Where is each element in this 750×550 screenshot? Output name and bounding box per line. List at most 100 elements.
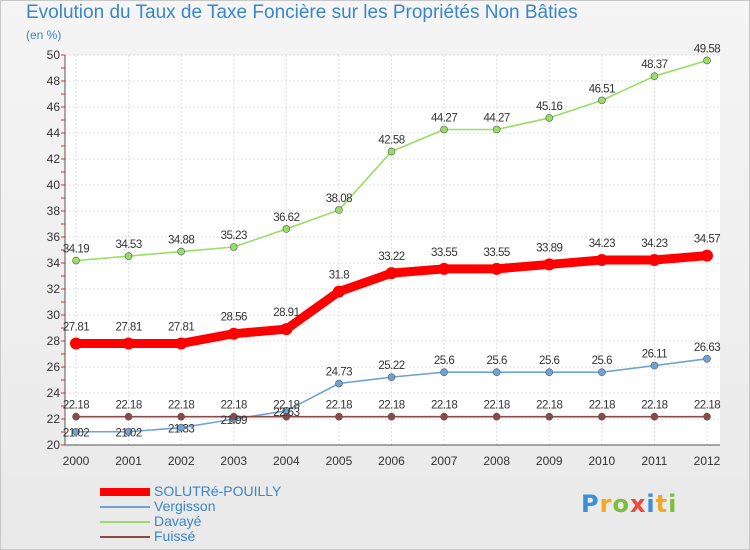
proxiti-logo: Proxiti [581, 490, 677, 518]
data-label: 28.56 [221, 312, 247, 324]
y-tick-label: 32 [47, 282, 61, 296]
y-tick-label: 26 [47, 360, 61, 374]
data-point [385, 267, 398, 280]
y-tick-label: 24 [47, 386, 61, 400]
data-label: 44.27 [431, 112, 457, 124]
data-point [229, 243, 238, 251]
data-label: 22.18 [484, 400, 510, 412]
data-label: 22.18 [378, 400, 404, 412]
data-label: 21.99 [221, 415, 247, 427]
data-point [124, 412, 133, 421]
x-tick-label: 2001 [115, 454, 142, 468]
data-label: 44.27 [484, 112, 510, 124]
y-tick-label: 30 [47, 308, 61, 322]
data-label: 22.18 [431, 400, 457, 412]
data-point [229, 412, 238, 421]
data-point [280, 323, 293, 336]
data-point [545, 412, 554, 421]
data-label: 21.33 [168, 424, 194, 436]
data-point [122, 337, 135, 350]
data-point [177, 247, 185, 256]
data-label: 38.08 [326, 193, 352, 205]
logo-letter: x [629, 490, 647, 518]
data-label: 25.6 [434, 355, 454, 367]
data-point [387, 412, 396, 421]
data-point [648, 254, 661, 267]
data-label: 25.6 [539, 355, 559, 367]
data-point [595, 254, 608, 267]
data-label: 22.18 [273, 400, 299, 412]
legend-swatch [100, 488, 150, 496]
data-label: 36.62 [273, 212, 299, 224]
data-label: 45.16 [536, 101, 562, 113]
logo-letter: P [581, 490, 600, 518]
data-point [598, 412, 606, 421]
y-tick-label: 28 [47, 334, 61, 348]
data-point [387, 373, 396, 381]
data-label: 22.18 [641, 400, 667, 412]
data-point [438, 262, 451, 275]
y-tick-label: 42 [47, 152, 61, 166]
data-label: 48.37 [641, 59, 667, 71]
data-point [440, 125, 448, 134]
data-point [335, 206, 343, 214]
data-point [335, 379, 343, 388]
legend-label: Vergisson [154, 498, 216, 514]
data-point [650, 72, 659, 80]
legend-swatch [100, 506, 150, 508]
legend-label: Davayé [154, 513, 202, 529]
data-point [703, 355, 711, 363]
data-point [545, 368, 554, 377]
data-point [124, 427, 133, 436]
y-tick-label: 22 [47, 412, 61, 426]
x-tick-label: 2005 [326, 454, 353, 468]
data-point [543, 258, 556, 271]
data-label: 34.19 [63, 244, 89, 256]
data-label: 22.63 [273, 407, 299, 419]
unit-label: (en %) [26, 28, 62, 42]
data-point [72, 412, 80, 421]
data-point [703, 56, 711, 65]
x-tick-label: 2007 [431, 454, 458, 468]
data-point [282, 225, 291, 233]
data-point [175, 337, 188, 350]
data-point [387, 147, 396, 156]
data-point [72, 427, 80, 436]
data-point [492, 412, 501, 421]
data-label: 42.58 [378, 134, 404, 146]
data-label: 22.18 [694, 400, 720, 412]
legend-swatch [100, 536, 150, 538]
data-label: 25.22 [378, 360, 404, 372]
data-point [72, 256, 80, 265]
data-point [598, 368, 606, 377]
data-label: 33.22 [378, 251, 404, 263]
x-tick-label: 2010 [588, 454, 615, 468]
data-label: 34.88 [168, 235, 194, 247]
data-point [492, 368, 501, 377]
data-label: 21.02 [115, 428, 141, 440]
data-label: 27.81 [115, 321, 141, 333]
data-label: 22.18 [221, 400, 247, 412]
data-point [177, 412, 185, 421]
y-tick-label: 40 [47, 178, 61, 192]
data-point [335, 412, 343, 421]
data-point [650, 361, 659, 370]
data-label: 34.57 [694, 234, 720, 246]
y-tick-label: 20 [47, 438, 61, 452]
data-point [492, 125, 501, 134]
data-label: 22.18 [168, 400, 194, 412]
data-point [227, 327, 240, 340]
x-tick-label: 2008 [483, 454, 510, 468]
y-tick-label: 46 [47, 100, 61, 114]
data-label: 46.51 [589, 83, 615, 95]
data-label: 31.8 [329, 270, 349, 282]
chart-title: Evolution du Taux de Taxe Foncière sur l… [26, 2, 578, 23]
data-point [124, 252, 133, 260]
logo-letter: r [599, 490, 613, 518]
x-tick-label: 2012 [694, 454, 721, 468]
data-label: 22.18 [63, 400, 89, 412]
data-point [490, 262, 503, 275]
y-tick-label: 36 [47, 230, 61, 244]
data-point [545, 114, 554, 122]
